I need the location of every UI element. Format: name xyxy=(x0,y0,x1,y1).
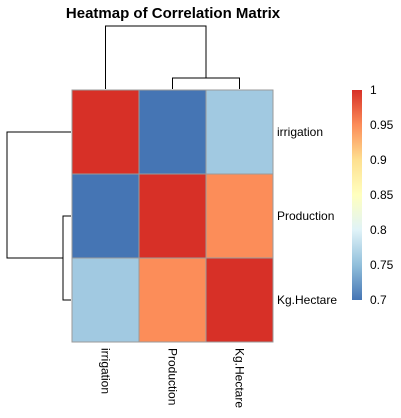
heatmap-cell xyxy=(205,173,274,259)
column-labels: irrigation Production Kg.Hectare xyxy=(99,348,247,408)
column-dendrogram xyxy=(105,25,240,89)
heatmap-cell xyxy=(205,257,274,343)
row-label: Production xyxy=(277,209,334,223)
legend-tick-label: 0.85 xyxy=(370,188,394,202)
legend-color-bar xyxy=(352,90,362,300)
row-labels: irrigation Production Kg.Hectare xyxy=(277,125,337,307)
row-dendrogram xyxy=(6,131,71,301)
heatmap-cell xyxy=(138,173,207,259)
heatmap-cells xyxy=(71,89,274,343)
column-dendrogram-merge-1 xyxy=(172,77,240,89)
legend-tick-label: 0.9 xyxy=(370,153,387,167)
row-label: irrigation xyxy=(277,125,323,139)
color-legend: 1 0.95 0.9 0.85 0.8 0.75 0.7 xyxy=(352,83,394,307)
heatmap-cell xyxy=(71,89,140,175)
legend-tick-label: 0.7 xyxy=(370,293,387,307)
heatmap-cell xyxy=(71,173,140,259)
heatmap-cell xyxy=(205,89,274,175)
legend-tick-label: 0.95 xyxy=(370,118,394,132)
heatmap-cell xyxy=(138,257,207,343)
column-dendrogram-merge-2 xyxy=(105,25,207,89)
column-label: Kg.Hectare xyxy=(233,348,247,408)
heatmap-cell xyxy=(71,257,140,343)
heatmap-cell xyxy=(138,89,207,175)
column-label: irrigation xyxy=(99,348,113,394)
row-label: Kg.Hectare xyxy=(277,293,337,307)
row-dendrogram-merge-2 xyxy=(6,131,71,259)
column-label: Production xyxy=(166,348,180,405)
row-dendrogram-merge-1 xyxy=(62,215,71,301)
legend-tick-label: 1 xyxy=(370,83,377,97)
chart-title: Heatmap of Correlation Matrix xyxy=(66,5,281,22)
legend-tick-label: 0.8 xyxy=(370,223,387,237)
legend-tick-label: 0.75 xyxy=(370,258,394,272)
